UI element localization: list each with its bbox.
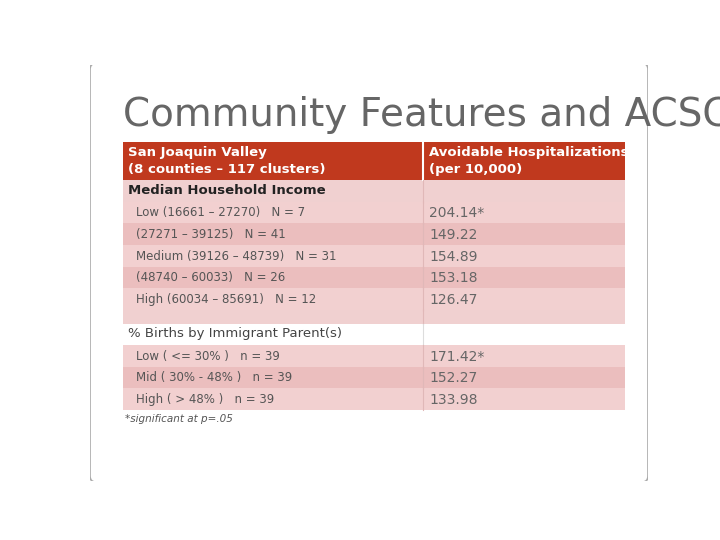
Text: Low (16661 – 27270)   N = 7: Low (16661 – 27270) N = 7 xyxy=(137,206,305,219)
Text: San Joaquin Valley
(8 counties – 117 clusters): San Joaquin Valley (8 counties – 117 clu… xyxy=(128,146,325,176)
FancyBboxPatch shape xyxy=(122,202,625,224)
FancyBboxPatch shape xyxy=(122,323,625,345)
Text: Community Features and ACSC: Community Features and ACSC xyxy=(122,96,720,133)
Text: 154.89: 154.89 xyxy=(429,249,478,264)
Text: Low ( <= 30% )   n = 39: Low ( <= 30% ) n = 39 xyxy=(137,350,280,363)
FancyBboxPatch shape xyxy=(122,267,625,288)
Text: Medium (39126 – 48739)   N = 31: Medium (39126 – 48739) N = 31 xyxy=(137,249,337,262)
FancyBboxPatch shape xyxy=(122,224,625,245)
Text: High (60034 – 85691)   N = 12: High (60034 – 85691) N = 12 xyxy=(137,293,317,306)
Text: (27271 – 39125)   N = 41: (27271 – 39125) N = 41 xyxy=(137,228,287,241)
Text: Mid ( 30% - 48% )   n = 39: Mid ( 30% - 48% ) n = 39 xyxy=(137,372,293,384)
Text: 149.22: 149.22 xyxy=(429,228,478,242)
FancyBboxPatch shape xyxy=(122,142,625,180)
Text: Median Household Income: Median Household Income xyxy=(128,184,325,197)
FancyBboxPatch shape xyxy=(122,245,625,267)
Text: Avoidable Hospitalizations
(per 10,000): Avoidable Hospitalizations (per 10,000) xyxy=(428,146,628,176)
Text: 133.98: 133.98 xyxy=(429,393,478,407)
FancyBboxPatch shape xyxy=(122,388,625,410)
Text: *significant at p=.05: *significant at p=.05 xyxy=(125,414,233,424)
FancyBboxPatch shape xyxy=(90,63,648,482)
Text: 153.18: 153.18 xyxy=(429,271,478,285)
FancyBboxPatch shape xyxy=(122,367,625,388)
FancyBboxPatch shape xyxy=(122,309,625,323)
Text: 204.14*: 204.14* xyxy=(429,206,485,220)
Text: (48740 – 60033)   N = 26: (48740 – 60033) N = 26 xyxy=(137,271,286,284)
FancyBboxPatch shape xyxy=(122,288,625,309)
Text: High ( > 48% )   n = 39: High ( > 48% ) n = 39 xyxy=(137,393,275,406)
FancyBboxPatch shape xyxy=(122,345,625,367)
Text: 171.42*: 171.42* xyxy=(429,350,485,364)
Text: % Births by Immigrant Parent(s): % Births by Immigrant Parent(s) xyxy=(128,327,342,340)
FancyBboxPatch shape xyxy=(122,180,625,202)
Text: 152.27: 152.27 xyxy=(429,372,477,385)
Text: 126.47: 126.47 xyxy=(429,293,478,307)
